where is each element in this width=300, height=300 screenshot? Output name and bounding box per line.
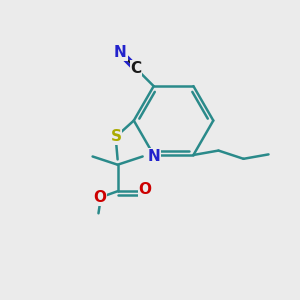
Text: O: O xyxy=(139,182,152,197)
Text: N: N xyxy=(148,149,161,164)
Text: O: O xyxy=(93,190,106,205)
Text: N: N xyxy=(114,45,127,60)
Text: S: S xyxy=(111,129,122,144)
Text: C: C xyxy=(130,61,142,76)
